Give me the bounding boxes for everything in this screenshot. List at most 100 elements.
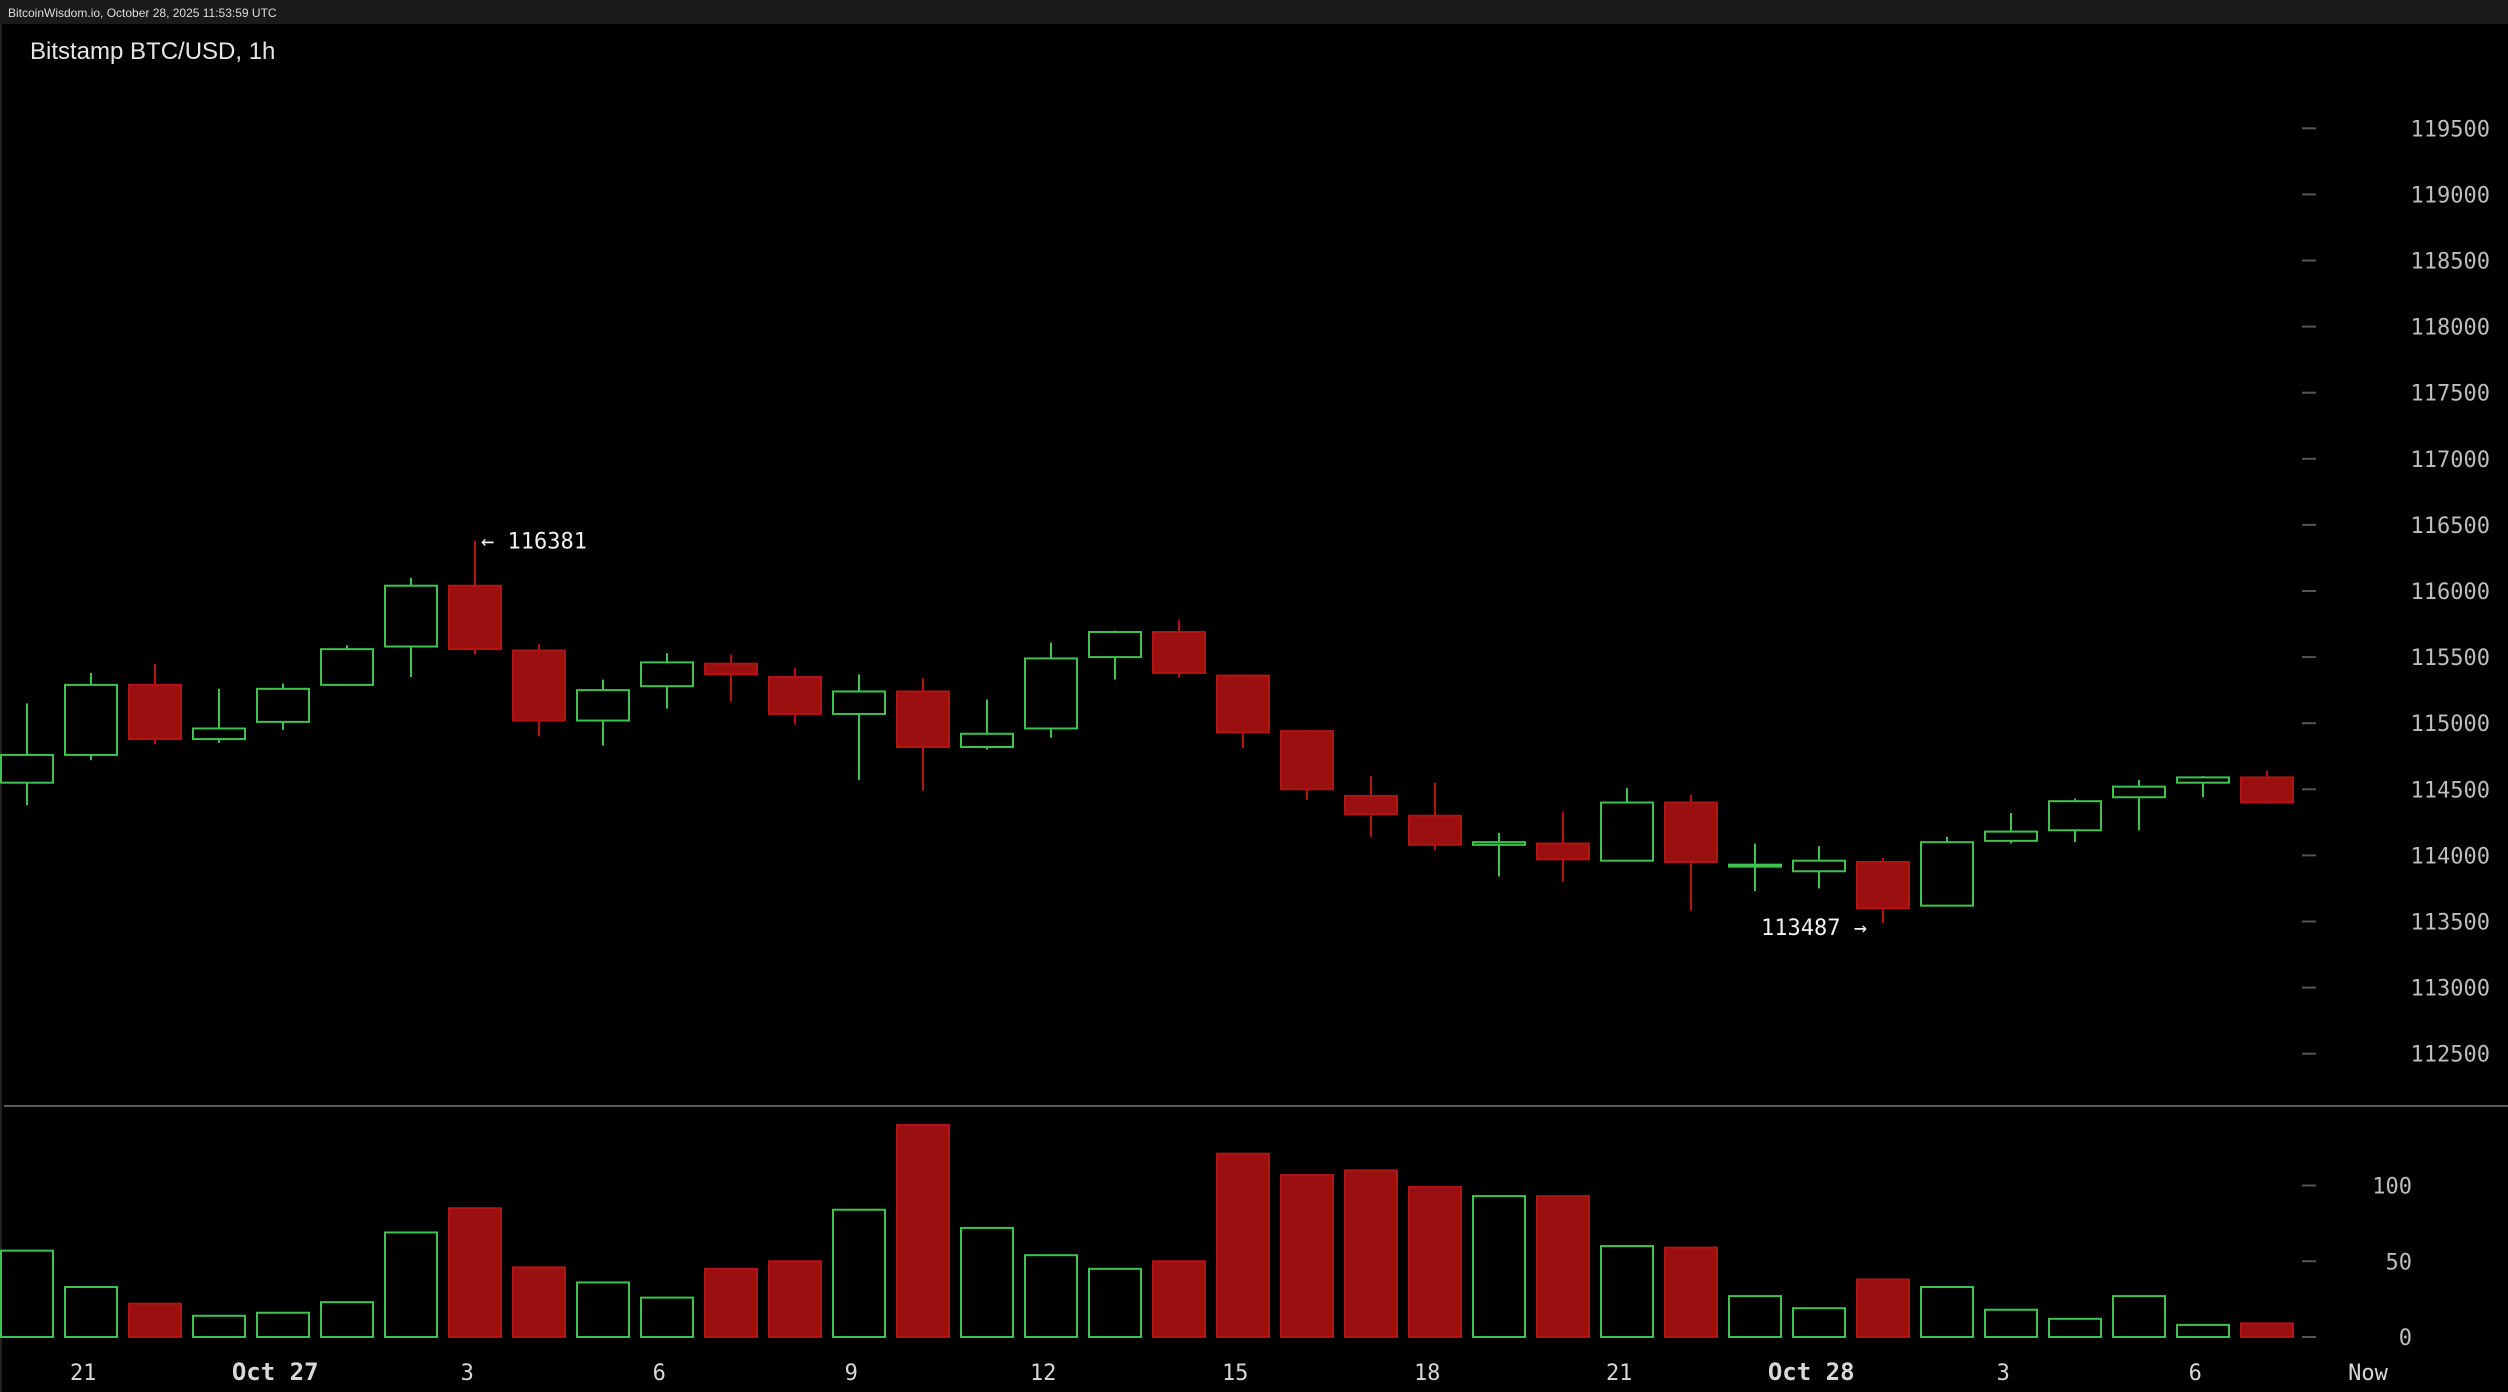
candle-body-up [384,584,438,648]
candle-body-up [256,687,310,723]
price-tick-label: 119000 [2411,183,2490,208]
volume-bar-down [1664,1246,1718,1338]
time-tick-label: Oct 28 [1768,1358,1855,1386]
candle-body-down [448,584,502,651]
candle-body-down [1152,630,1206,674]
candle-body-up [320,648,374,686]
candle-body-up [192,727,246,741]
volume-bar-down [128,1302,182,1339]
price-tick-label: 117500 [2411,382,2490,407]
candle-body-down [896,690,950,748]
volume-bar-up [192,1314,246,1339]
candle-body-up [0,753,54,784]
candle-body-up [1920,841,1974,907]
candle-body-down [512,649,566,722]
candle-body-up [832,690,886,715]
volume-bar-up [2112,1295,2166,1338]
volume-bar-up [1984,1308,2038,1338]
candle-body-down [128,683,182,741]
candle-body-down [2240,776,2294,804]
price-tick-label: 116000 [2411,580,2490,605]
time-axis: 21 Oct 27 3 6 9 12 15 18 21 Oct 28 3 6 Now [70,1358,2389,1386]
candle-body-up [576,689,630,722]
time-tick-label: 21 [70,1361,97,1386]
time-tick-label: 21 [1606,1361,1633,1386]
volume-bar-up [0,1249,54,1339]
price-axis: 112500 113000 113500 114000 114500 115000 1155… [2302,117,2490,1068]
volume-bar-up [1728,1295,1782,1338]
candle-body-down [1408,814,1462,846]
volume-bar-down [512,1266,566,1339]
price-tick-label: 114000 [2411,844,2490,869]
candle-body-up [1600,801,1654,862]
candle-body-down [1536,842,1590,861]
price-annotation: ← 116381 [481,530,587,555]
time-tick-label: Oct 27 [232,1358,319,1386]
volume-bar-up [384,1231,438,1338]
time-tick-label: 9 [845,1361,858,1386]
price-tick-label: 115000 [2411,712,2490,737]
volume-bar-down [448,1207,502,1338]
volume-bar-up [2048,1317,2102,1338]
volume-tick-label: 50 [2386,1250,2413,1275]
volume-bar-down [768,1260,822,1338]
volume-bar-up [256,1311,310,1339]
volume-bar-down [896,1123,950,1339]
time-tick-label: 18 [1414,1361,1441,1386]
candle-body-up [2048,800,2102,832]
candle-body-down [1280,730,1334,791]
price-tick-label: 112500 [2411,1043,2490,1068]
price-tick-label: 117000 [2411,448,2490,473]
volume-bar-up [1472,1195,1526,1338]
candles [0,540,2294,924]
volume-axis: 0 50 100 [2302,1175,2413,1351]
time-tick-label: 6 [2189,1361,2202,1386]
candle-body-down [1856,861,1910,910]
volume-bar-up [1024,1254,1078,1338]
price-tick-label: 115500 [2411,646,2490,671]
volume-bar-up [832,1208,886,1338]
volume-bar-up [1600,1245,1654,1338]
price-tick-label: 113500 [2411,911,2490,936]
time-tick-label: 12 [1030,1361,1057,1386]
volume-bar-down [1152,1260,1206,1338]
price-tick-label: 114500 [2411,778,2490,803]
price-tick-label: 113000 [2411,977,2490,1002]
candle-body-up [64,683,118,756]
volume-tick-label: 0 [2399,1326,2412,1351]
price-tick-label: 118500 [2411,250,2490,275]
candle-body-up [2112,785,2166,799]
volume-bar-up [2176,1323,2230,1339]
candle-body-up [1088,630,1142,659]
volume-bar-down [1280,1173,1334,1339]
candle-body-up [1728,863,1782,868]
volume-bar-up [640,1296,694,1338]
price-tick-label: 118000 [2411,316,2490,341]
time-tick-label: 3 [461,1361,474,1386]
candle-body-down [1216,674,1270,734]
candle-body-down [704,662,758,676]
chart-title: Bitstamp BTC/USD, 1h [30,38,276,65]
candle-body-down [1344,794,1398,816]
price-tick-label: 116500 [2411,514,2490,539]
time-tick-label: 3 [1997,1361,2010,1386]
volume-bar-down [1856,1278,1910,1339]
volume-bar-up [1088,1267,1142,1338]
time-tick-label: Now [2348,1361,2388,1386]
candle-body-down [768,675,822,715]
candle-body-up [1024,657,1078,730]
volume-tick-label: 100 [2372,1175,2412,1200]
candle-body-up [1472,841,1526,846]
volume-bar-down [1344,1169,1398,1338]
volume-bar-down [1536,1195,1590,1338]
volume-bar-down [2240,1322,2294,1338]
source-timestamp: BitcoinWisdom.io, October 28, 2025 11:53… [8,6,277,20]
time-tick-label: 15 [1222,1361,1249,1386]
price-tick-label: 119500 [2411,117,2490,142]
volume-bar-down [704,1267,758,1338]
top-bar: BitcoinWisdom.io, October 28, 2025 11:53… [0,0,2508,24]
time-tick-label: 6 [653,1361,666,1386]
candle-body-up [960,732,1014,748]
volume-bar-up [320,1301,374,1339]
